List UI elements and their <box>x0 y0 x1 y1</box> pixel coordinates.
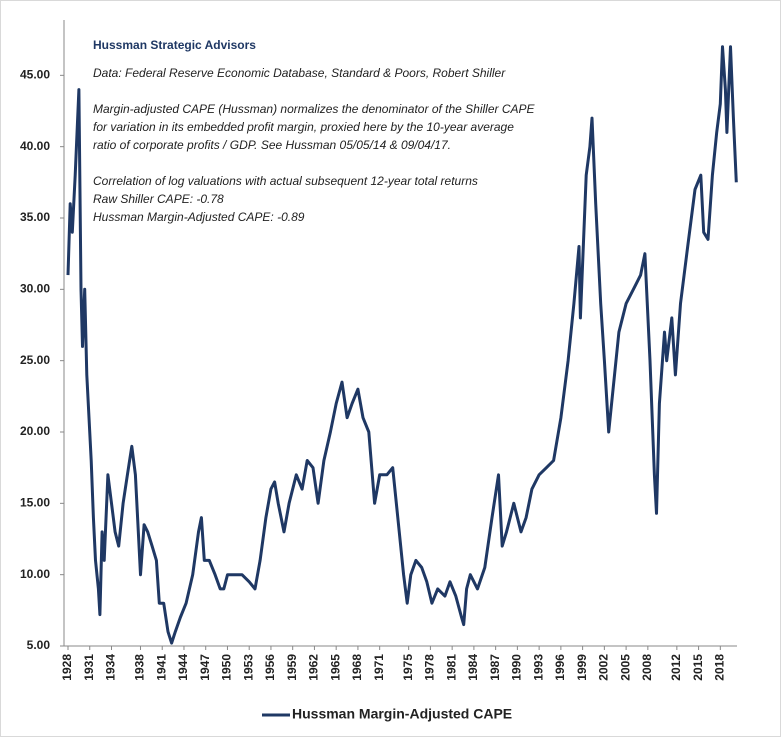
y-tick-label: 15.00 <box>20 496 50 510</box>
annotation: Hussman Margin-Adjusted CAPE: -0.89 <box>93 210 305 224</box>
x-tick-label: 2015 <box>691 654 705 681</box>
x-tick-label: 1971 <box>372 654 386 681</box>
x-tick-label: 1931 <box>82 654 96 681</box>
x-tick-label: 1968 <box>350 654 364 681</box>
x-tick-label: 1978 <box>423 654 437 681</box>
annotation: Raw Shiller CAPE: -0.78 <box>93 192 224 206</box>
x-tick-label: 1962 <box>307 654 321 681</box>
x-tick-label: 1944 <box>176 654 190 681</box>
x-tick-label: 2008 <box>640 654 654 681</box>
x-tick-label: 1947 <box>198 654 212 681</box>
legend-label: Hussman Margin-Adjusted CAPE <box>292 706 512 722</box>
x-tick-label: 2002 <box>597 654 611 681</box>
x-tick-label: 1993 <box>531 654 545 681</box>
x-tick-label: 1938 <box>133 654 147 681</box>
y-tick-label: 35.00 <box>20 210 50 224</box>
y-tick-label: 40.00 <box>20 139 50 153</box>
x-tick-label: 1984 <box>466 654 480 681</box>
annotation: for variation in its embedded profit mar… <box>93 120 514 134</box>
y-tick-label: 20.00 <box>20 424 50 438</box>
x-tick-label: 1990 <box>510 654 524 681</box>
annotation: Correlation of log valuations with actua… <box>93 174 478 188</box>
x-tick-label: 1965 <box>328 654 342 681</box>
y-tick-label: 5.00 <box>27 638 51 652</box>
x-tick-label: 1928 <box>60 654 74 681</box>
x-tick-label: 1953 <box>241 654 255 681</box>
x-tick-label: 1950 <box>220 654 234 681</box>
x-tick-label: 1975 <box>401 654 415 681</box>
x-tick-label: 2012 <box>669 654 683 681</box>
annotation: Data: Federal Reserve Economic Database,… <box>93 66 506 80</box>
x-tick-label: 1934 <box>104 654 118 681</box>
x-tick-label: 1959 <box>285 654 299 681</box>
y-tick-label: 25.00 <box>20 353 50 367</box>
chart-title: Hussman Strategic Advisors <box>93 38 256 52</box>
x-tick-label: 1999 <box>575 654 589 681</box>
x-tick-label: 1996 <box>553 654 567 681</box>
x-tick-label: 2005 <box>618 654 632 681</box>
data-line <box>66 45 738 645</box>
x-tick-label: 1981 <box>444 654 458 681</box>
x-tick-label: 1987 <box>488 654 502 681</box>
x-tick-label: 1941 <box>154 654 168 681</box>
annotation: ratio of corporate profits / GDP. See Hu… <box>93 138 451 152</box>
y-tick-label: 45.00 <box>20 68 50 82</box>
y-tick-label: 30.00 <box>20 282 50 296</box>
y-tick-label: 10.00 <box>20 567 50 581</box>
x-tick-label: 2018 <box>713 654 727 681</box>
annotation: Margin-adjusted CAPE (Hussman) normalize… <box>93 102 536 116</box>
x-tick-label: 1956 <box>263 654 277 681</box>
